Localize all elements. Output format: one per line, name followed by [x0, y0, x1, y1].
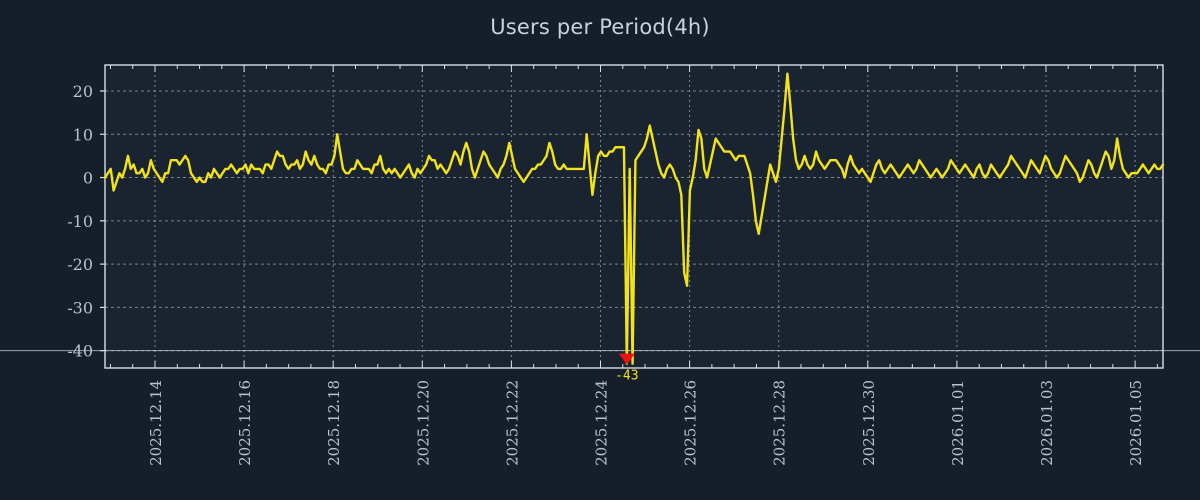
x-tick-label: 2025.12.18 — [325, 380, 343, 466]
minimum-annotation: -43 — [615, 353, 639, 384]
x-axis-labels: 2025.12.14 2025.12.16 2025.12.18 2025.12.20… — [147, 380, 1145, 466]
y-tick-label: -30 — [67, 298, 93, 317]
data-series-line — [103, 72, 1165, 365]
y-tick-label: 0 — [83, 169, 93, 188]
x-tick-label: 2025.12.14 — [147, 380, 165, 466]
minimum-marker-icon — [618, 353, 635, 365]
y-tick-label: 10 — [73, 125, 93, 144]
y-tick-label: -40 — [67, 342, 93, 361]
chart-title: Users per Period(4h) — [490, 15, 710, 39]
y-axis-labels: 20 10 0 -10 -20 -30 -40 — [67, 82, 93, 361]
x-tick-label: 2026.01.05 — [1127, 380, 1145, 466]
x-tick-label: 2025.12.16 — [236, 380, 254, 466]
x-tick-label: 2026.01.03 — [1038, 380, 1056, 466]
x-tick-label: 2025.12.26 — [682, 380, 700, 466]
axis-frame — [104, 64, 1164, 369]
x-tick-label: 2025.12.28 — [771, 380, 789, 466]
x-tick-label: 2025.12.22 — [503, 380, 521, 466]
x-tick-label: 2025.12.30 — [860, 380, 878, 466]
x-tick-label: 2025.12.24 — [593, 380, 611, 466]
y-tick-label: -20 — [67, 255, 93, 274]
minimum-value-label: -43 — [615, 369, 638, 384]
y-tick-label: -10 — [67, 212, 93, 231]
y-tick-label: 20 — [73, 82, 93, 101]
x-tick-label: 2026.01.01 — [949, 380, 967, 466]
x-tick-label: 2025.12.20 — [414, 380, 432, 466]
